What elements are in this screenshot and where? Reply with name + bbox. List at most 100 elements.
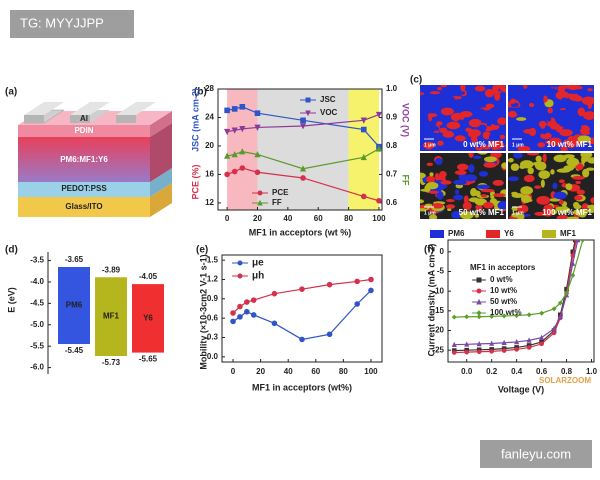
texture-blob bbox=[455, 189, 460, 195]
texture-blob bbox=[463, 195, 469, 204]
y-tick-label: 0.6 bbox=[207, 313, 219, 322]
texture-blob bbox=[482, 202, 494, 209]
texture-blob bbox=[540, 179, 545, 188]
texture-blob bbox=[420, 172, 426, 179]
marker bbox=[375, 145, 383, 152]
texture-blob bbox=[472, 155, 482, 160]
image-label: 10 wt% MF1 bbox=[547, 140, 593, 149]
marker bbox=[514, 347, 519, 352]
homo-label: -5.73 bbox=[102, 358, 121, 367]
y-tick-label: 1.2 bbox=[207, 275, 219, 284]
texture-blob bbox=[515, 109, 521, 114]
texture-blob bbox=[475, 204, 483, 212]
x-tick-label: 0.6 bbox=[536, 367, 548, 376]
y-tick-label: 0.7 bbox=[386, 170, 398, 179]
x-tick-label: 0.8 bbox=[561, 367, 573, 376]
texture-blob bbox=[525, 91, 538, 97]
texture-blob bbox=[548, 198, 561, 202]
texture-blob bbox=[499, 86, 505, 92]
y-tick-label: 12 bbox=[205, 198, 214, 207]
marker bbox=[476, 340, 482, 347]
texture-blob bbox=[462, 121, 469, 130]
series-line bbox=[232, 278, 372, 314]
texture-blob bbox=[547, 107, 553, 114]
texture-blob bbox=[431, 203, 444, 209]
marker bbox=[244, 299, 250, 305]
layer-side bbox=[150, 168, 172, 197]
y-tick-label: -25 bbox=[432, 345, 444, 354]
scale-bar-label: 1 μm bbox=[512, 210, 524, 216]
marker bbox=[464, 314, 470, 320]
legend-swatch bbox=[430, 230, 444, 238]
morphology-image bbox=[508, 153, 594, 219]
texture-blob bbox=[517, 145, 531, 151]
texture-blob bbox=[454, 135, 466, 142]
x-tick-label: 80 bbox=[344, 214, 353, 223]
texture-blob bbox=[517, 135, 522, 145]
texture-blob bbox=[516, 117, 527, 121]
texture-blob bbox=[497, 201, 506, 210]
texture-blob bbox=[549, 85, 559, 88]
texture-blob bbox=[520, 186, 534, 195]
marker bbox=[239, 148, 246, 155]
marker bbox=[376, 197, 382, 204]
texture-blob bbox=[493, 193, 506, 198]
texture-blob bbox=[527, 167, 534, 175]
y-tick-label: -6.0 bbox=[30, 363, 44, 372]
region bbox=[348, 89, 379, 210]
marker bbox=[354, 278, 360, 285]
marker bbox=[237, 303, 243, 310]
watermark: fanleyu.com bbox=[501, 446, 571, 461]
marker bbox=[575, 240, 581, 243]
scale-bar-label: 1 μm bbox=[424, 210, 436, 216]
texture-blob bbox=[484, 156, 497, 163]
texture-blob bbox=[566, 216, 580, 219]
texture-blob bbox=[512, 88, 518, 95]
texture-blob bbox=[420, 110, 423, 115]
marker bbox=[231, 168, 238, 175]
texture-blob bbox=[587, 157, 594, 164]
texture-blob bbox=[429, 172, 434, 177]
marker bbox=[231, 106, 238, 112]
texture-blob bbox=[558, 199, 564, 205]
marker bbox=[570, 272, 576, 278]
legend-swatch bbox=[542, 230, 556, 238]
texture-blob bbox=[557, 120, 567, 125]
scale-bar-label: 1 μm bbox=[424, 142, 436, 148]
texture-blob bbox=[574, 195, 583, 201]
texture-blob bbox=[549, 131, 559, 138]
texture-blob bbox=[440, 85, 447, 88]
x-tick-label: 40 bbox=[283, 214, 292, 223]
texture-blob bbox=[534, 185, 542, 189]
texture-blob bbox=[557, 86, 566, 93]
texture-blob bbox=[529, 87, 537, 93]
texture-blob bbox=[587, 204, 592, 209]
lumo-label: -3.89 bbox=[102, 265, 121, 274]
texture-blob bbox=[476, 140, 482, 146]
texture-blob bbox=[576, 189, 585, 195]
texture-blob bbox=[508, 110, 518, 118]
marker bbox=[451, 341, 457, 347]
texture-blob bbox=[463, 174, 477, 182]
texture-blob bbox=[538, 170, 551, 179]
texture-blob bbox=[542, 153, 547, 163]
legend-label: 100 wt% bbox=[490, 308, 522, 317]
x-tick-label: 100 bbox=[364, 367, 378, 376]
texture-blob bbox=[573, 85, 579, 89]
y-tick-label: 0.3 bbox=[207, 333, 219, 342]
electrode bbox=[116, 115, 136, 123]
image-label: 100 wt% MF1 bbox=[542, 208, 592, 217]
marker bbox=[224, 107, 230, 114]
y-tick-label: 20 bbox=[205, 141, 214, 150]
texture-blob bbox=[581, 203, 589, 211]
layer-side bbox=[150, 123, 172, 182]
texture-blob bbox=[513, 153, 523, 159]
texture-blob bbox=[538, 120, 547, 128]
marker bbox=[451, 350, 457, 355]
texture-blob bbox=[437, 86, 442, 91]
texture-blob bbox=[496, 100, 503, 108]
layer-label: PDIN bbox=[74, 126, 93, 135]
y-tick-label: 0.0 bbox=[207, 352, 219, 361]
y-tick-label: -3.5 bbox=[30, 256, 44, 265]
